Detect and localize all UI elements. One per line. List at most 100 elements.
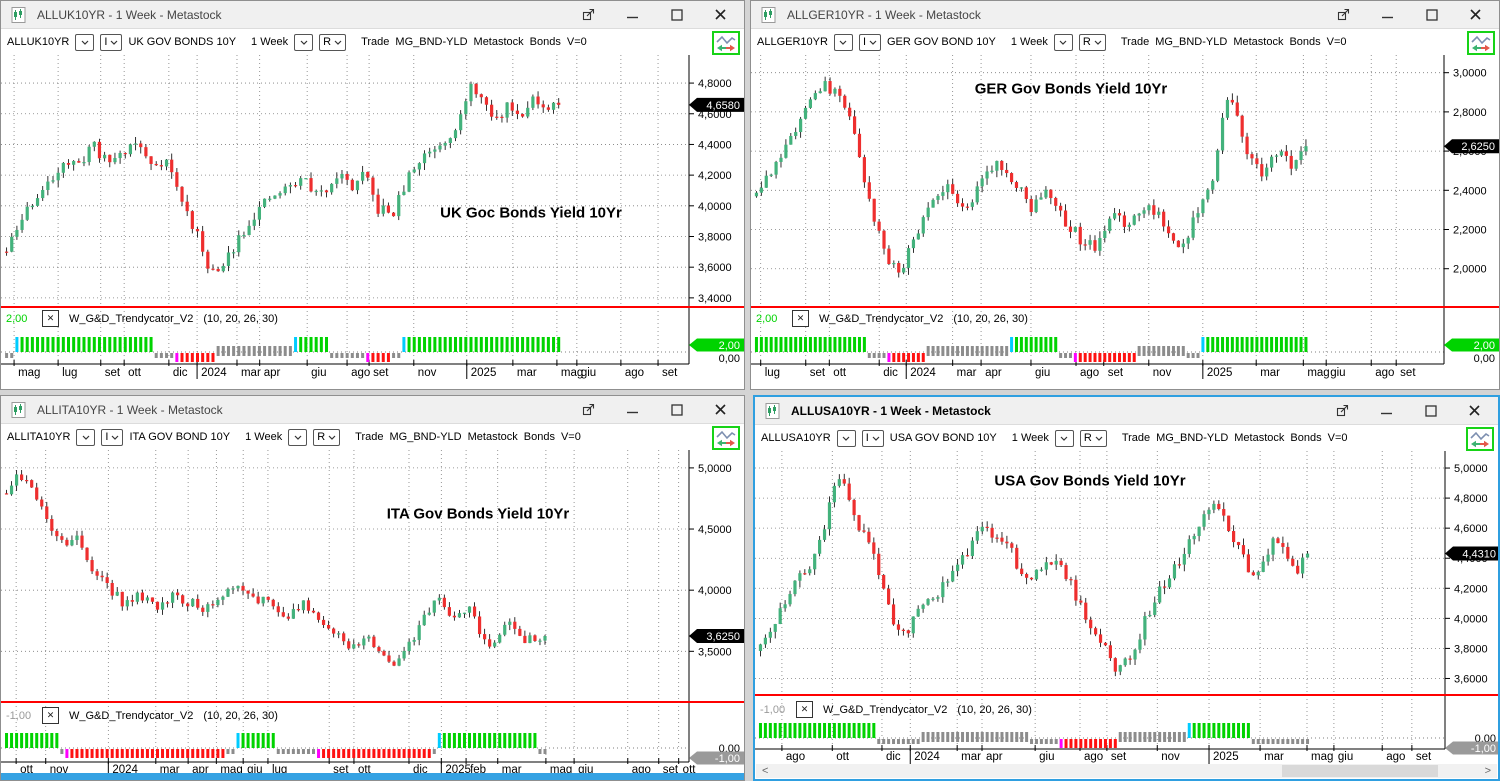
chart-annotation: UK Goc Bonds Yield 10Yr [440,204,622,222]
indicator-remove-button[interactable]: ✕ [42,707,59,724]
minimize-icon[interactable] [625,7,640,22]
maximize-icon[interactable] [1424,7,1439,22]
svg-text:4,2000: 4,2000 [698,170,732,182]
popout-icon[interactable] [581,7,596,22]
window-titlebar[interactable]: ALLGER10YR - 1 Week - Metastock [751,1,1499,29]
chart-style-icon[interactable] [712,31,740,55]
close-icon[interactable] [713,402,728,417]
instrument-type-dropdown[interactable]: I [101,428,124,446]
window-title: ALLUK10YR - 1 Week - Metastock [37,7,222,22]
scroll-right-arrow[interactable]: > [1484,765,1491,777]
svg-text:mar: mar [241,367,261,379]
period-dropdown[interactable] [288,428,308,446]
svg-text:giu: giu [1338,751,1353,763]
chart-window[interactable]: ALLUSA10YR - 1 Week - Metastock ALLUSA10… [753,395,1500,781]
minimize-icon[interactable] [625,402,640,417]
symbol-value: ALLGER10YR [757,36,828,48]
maximize-icon[interactable] [669,7,684,22]
svg-text:2024: 2024 [910,367,936,379]
indicator-remove-button[interactable]: ✕ [796,701,813,718]
popout-icon[interactable] [581,402,596,417]
window-titlebar[interactable]: ALLUK10YR - 1 Week - Metastock [1,1,744,29]
svg-text:2025: 2025 [1213,751,1239,763]
indicator-params: (10, 20, 26, 30) [957,703,1032,716]
indicator-remove-button[interactable]: ✕ [792,310,809,327]
trade-label: Trade [355,431,384,443]
chart-document-icon [11,401,26,418]
chart-annotation: GER Gov Bonds Yield 10Yr [974,80,1168,98]
instrument-description: USA GOV BOND 10Y [889,432,997,444]
instrument-type-dropdown[interactable]: I [100,33,123,51]
symbol-dropdown[interactable] [75,33,95,51]
svg-text:mag: mag [1307,367,1329,379]
minimize-icon[interactable] [1380,7,1395,22]
chart-style-icon[interactable] [1467,31,1495,55]
indicator-value: -1,00 [6,709,32,722]
scrollbar-thumb[interactable] [1282,765,1438,777]
indicator-header: 2,00 ✕ W_G&D_Trendycator_V2 (10, 20, 26,… [756,310,1028,327]
range-dropdown[interactable]: R [1079,429,1107,447]
volume-label: V=0 [1326,36,1347,48]
svg-text:4,0000: 4,0000 [698,585,732,597]
range-value: R [1083,432,1092,444]
window-titlebar[interactable]: ALLUSA10YR - 1 Week - Metastock [755,397,1498,425]
instrument-description: ITA GOV BOND 10Y [129,431,231,443]
maximize-icon[interactable] [669,402,684,417]
instrument-type-dropdown[interactable]: I [858,33,881,51]
chart-canvas[interactable]: 3,00002,80002,60002,40002,20002,0000lugs… [751,1,1500,390]
maximize-icon[interactable] [1423,403,1438,418]
symbol-dropdown[interactable] [836,429,856,447]
period-dropdown[interactable] [1054,429,1074,447]
range-dropdown[interactable]: R [313,428,341,446]
indicator-remove-button[interactable]: ✕ [42,310,59,327]
range-dropdown[interactable]: R [319,33,347,51]
window-controls [581,7,734,22]
indicator-value: 2,00 [756,312,778,325]
svg-text:2025: 2025 [1207,367,1233,379]
chart-style-icon[interactable] [1466,427,1494,451]
horizontal-scrollbar[interactable]: < > [756,764,1497,778]
period-dropdown[interactable] [1053,33,1073,51]
svg-text:-1,00: -1,00 [715,753,740,765]
svg-text:5,0000: 5,0000 [698,463,732,475]
svg-text:giu: giu [311,367,326,379]
chart-window[interactable]: ALLITA10YR - 1 Week - Metastock ALLITA10… [0,395,745,781]
indicator-header: -1,00 ✕ W_G&D_Trendycator_V2 (10, 20, 26… [6,707,278,724]
svg-text:3,0000: 3,0000 [1453,68,1487,80]
svg-text:4,8000: 4,8000 [698,78,732,90]
svg-text:2,2000: 2,2000 [1453,225,1487,237]
svg-text:ago: ago [786,751,805,763]
svg-text:dic: dic [173,367,188,379]
svg-text:3,6000: 3,6000 [1454,673,1488,685]
close-icon[interactable] [713,7,728,22]
svg-text:2025: 2025 [471,367,497,379]
period-dropdown[interactable] [294,33,314,51]
window-title: ALLUSA10YR - 1 Week - Metastock [791,403,991,418]
symbol-dropdown[interactable] [76,428,96,446]
chart-toolbar: ALLITA10YR I ITA GOV BOND 10Y 1 Week R T… [1,424,744,450]
svg-text:ott: ott [128,367,142,379]
close-icon[interactable] [1467,403,1482,418]
chart-canvas[interactable]: 5,00004,80004,60004,40004,20004,00003,80… [755,397,1500,781]
popout-icon[interactable] [1335,403,1350,418]
minimize-icon[interactable] [1379,403,1394,418]
chart-canvas[interactable]: 4,80004,60004,40004,20004,00003,80003,60… [1,1,745,390]
close-icon[interactable] [1468,7,1483,22]
chart-window[interactable]: ALLUK10YR - 1 Week - Metastock ALLUK10YR… [0,0,745,390]
svg-text:ago: ago [1375,367,1394,379]
svg-text:5,0000: 5,0000 [1454,463,1488,475]
category-label: Bonds [529,36,561,48]
chart-window[interactable]: ALLGER10YR - 1 Week - Metastock ALLGER10… [750,0,1500,390]
window-titlebar[interactable]: ALLITA10YR - 1 Week - Metastock [1,396,744,424]
range-dropdown[interactable]: R [1078,33,1106,51]
scroll-left-arrow[interactable]: < [762,765,769,777]
svg-text:mar: mar [1260,367,1280,379]
svg-text:4,8000: 4,8000 [1454,493,1488,505]
symbol-dropdown[interactable] [833,33,853,51]
popout-icon[interactable] [1336,7,1351,22]
chart-style-icon[interactable] [712,426,740,450]
instrument-type-dropdown[interactable]: I [861,429,884,447]
instrument-description: UK GOV BONDS 10Y [128,36,237,48]
chart-toolbar: ALLUSA10YR I USA GOV BOND 10Y 1 Week R T… [755,425,1498,451]
